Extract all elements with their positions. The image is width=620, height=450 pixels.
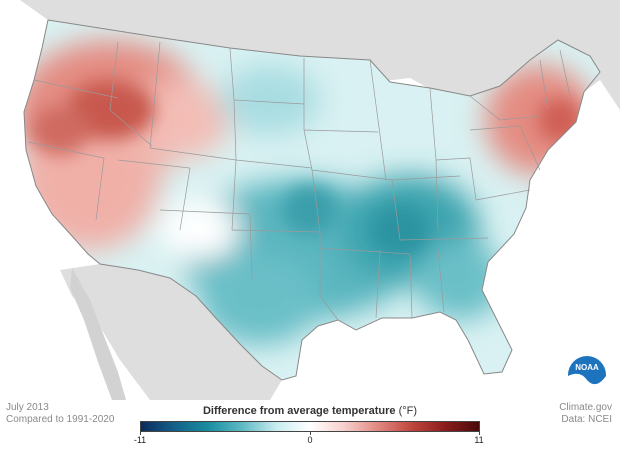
caption-credit: Climate.gov <box>559 402 612 413</box>
noaa-logo-text: NOAA <box>575 363 599 372</box>
legend-tick-min: -11 <box>133 435 147 445</box>
caption-source: Data: NCEI <box>561 414 612 425</box>
state-boundaries <box>23 19 601 381</box>
legend-tick-max: 11 <box>474 435 484 445</box>
temperature-anomaly-map: NOAA <box>0 0 620 400</box>
baja-peninsula <box>70 268 126 400</box>
footer: July 2013 Compared to 1991-2020 Differen… <box>0 400 620 450</box>
legend-tick-mid: 0 <box>307 435 313 445</box>
legend-title-text: Difference from average temperature <box>202 405 396 417</box>
caption-left: July 2013 Compared to 1991-2020 <box>6 402 114 426</box>
legend-tick-max-line <box>479 431 480 435</box>
legend-title: Difference from average temperature (°F) <box>140 405 480 417</box>
legend-unit: (°F) <box>398 405 418 417</box>
legend-tick-min-line <box>140 431 141 435</box>
caption-right: Climate.gov Data: NCEI <box>559 402 612 426</box>
canada-land <box>0 0 620 110</box>
noaa-logo: NOAA <box>568 356 606 399</box>
caption-period: July 2013 <box>6 402 49 413</box>
mexico-land <box>60 264 282 400</box>
caption-baseline: Compared to 1991-2020 <box>6 414 115 425</box>
legend-tick-mid-line <box>310 431 311 435</box>
